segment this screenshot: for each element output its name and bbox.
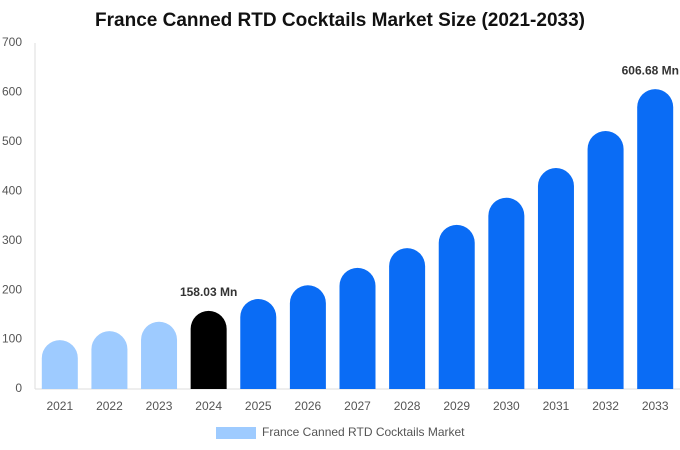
y-tick-label: 0 [15,381,22,395]
x-tick-label: 2030 [493,399,520,413]
x-tick-label: 2024 [195,399,222,413]
x-tick-label: 2033 [642,399,669,413]
x-tick-label: 2029 [443,399,470,413]
bar [190,310,227,389]
bar [438,224,475,389]
x-tick-label: 2027 [344,399,371,413]
bar [91,331,128,389]
bar [141,321,178,389]
y-tick-label: 400 [2,183,22,197]
x-tick-label: 2031 [543,399,570,413]
bar [41,340,78,389]
y-tick-label: 200 [2,282,22,296]
x-tick-label: 2021 [46,399,73,413]
bar [488,197,525,389]
y-tick-label: 100 [2,332,22,346]
bar [587,130,624,390]
value-label: 158.03 Mn [180,285,237,299]
legend-label: France Canned RTD Cocktails Market [262,425,465,439]
bar [240,299,277,389]
y-tick-label: 600 [2,85,22,99]
chart-title: France Canned RTD Cocktails Market Size … [95,10,585,31]
x-tick-label: 2025 [245,399,272,413]
x-tick-label: 2026 [295,399,322,413]
value-label: 606.68 Mn [622,63,679,77]
bar [339,267,376,389]
y-tick-label: 700 [2,35,22,49]
x-tick-label: 2022 [96,399,123,413]
y-tick-label: 500 [2,134,22,148]
bar [537,168,574,389]
bar [389,248,426,389]
bar [289,285,326,389]
x-tick-label: 2032 [592,399,619,413]
x-tick-label: 2028 [394,399,421,413]
legend-swatch [216,427,256,439]
y-tick-label: 300 [2,233,22,247]
bar [637,89,674,389]
x-tick-label: 2023 [146,399,173,413]
